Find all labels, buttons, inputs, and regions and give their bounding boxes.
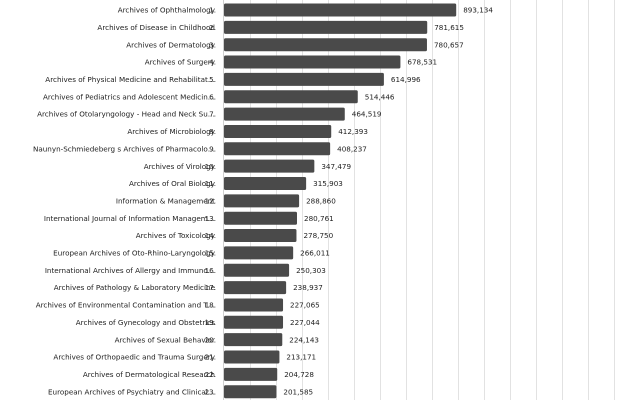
value-label: 408,237 bbox=[337, 144, 367, 153]
rank-label: 20. bbox=[205, 335, 216, 344]
rank-label: 1. bbox=[209, 6, 216, 15]
category-label: Archives of Otolaryngology - Head and Ne… bbox=[37, 110, 215, 119]
rank-label: 12. bbox=[205, 196, 216, 205]
bar bbox=[224, 90, 358, 104]
category-label: European Archives of Oto-Rhino-Laryngolo… bbox=[53, 249, 216, 258]
bar bbox=[224, 72, 384, 86]
bar bbox=[224, 177, 307, 190]
category-label: Archives of Toxicology bbox=[136, 231, 216, 240]
bar bbox=[224, 55, 401, 69]
bar bbox=[224, 350, 280, 364]
category-label: Archives of Surgery bbox=[145, 58, 216, 67]
bar bbox=[224, 367, 278, 381]
value-label: 514,446 bbox=[365, 92, 395, 101]
bar bbox=[224, 211, 297, 225]
value-label: 250,303 bbox=[296, 266, 326, 275]
bar bbox=[224, 142, 331, 156]
rank-label: 9. bbox=[209, 144, 216, 153]
rank-label: 7. bbox=[209, 110, 216, 119]
category-label: Archives of Virology bbox=[144, 162, 216, 171]
rank-label: 5. bbox=[209, 75, 216, 84]
bar bbox=[224, 38, 427, 52]
category-label: Archives of Disease in Childhood bbox=[97, 23, 215, 32]
bar bbox=[224, 298, 284, 312]
bar bbox=[224, 315, 284, 329]
category-label: International Archives of Allergy and Im… bbox=[45, 266, 215, 275]
rank-label: 16. bbox=[205, 266, 216, 275]
category-label: Archives of Gynecology and Obstetrics bbox=[76, 318, 216, 327]
rank-label: 15. bbox=[205, 249, 216, 258]
bar bbox=[224, 263, 290, 277]
rank-label: 3. bbox=[209, 40, 216, 49]
value-label: 347,479 bbox=[321, 162, 351, 171]
category-label: Archives of Environmental Contamination … bbox=[36, 301, 215, 310]
category-label: Archives of Sexual Behavior bbox=[115, 335, 215, 344]
rank-label: 21. bbox=[205, 353, 216, 362]
bar bbox=[224, 3, 457, 17]
category-label: Information & Management bbox=[116, 196, 215, 205]
category-label: International Journal of Information Man… bbox=[44, 214, 215, 223]
category-label: Archives of Pediatrics and Adolescent Me… bbox=[43, 92, 215, 101]
category-label: Naunyn-Schmiedeberg s Archives of Pharma… bbox=[33, 144, 215, 153]
value-label: 227,065 bbox=[290, 301, 320, 310]
rank-label: 17. bbox=[205, 283, 216, 292]
value-label: 278,750 bbox=[303, 231, 333, 240]
rank-label: 8. bbox=[209, 127, 216, 136]
bar bbox=[224, 194, 300, 208]
rank-label: 10. bbox=[205, 162, 216, 171]
bar bbox=[224, 229, 297, 243]
category-label: Archives of Oral Biology bbox=[129, 179, 216, 188]
category-label: Archives of Pathology & Laboratory Medic… bbox=[54, 283, 216, 292]
value-label: 464,519 bbox=[352, 110, 382, 119]
bar bbox=[224, 333, 283, 347]
category-label: Archives of Dermatology bbox=[126, 40, 215, 49]
rank-label: 13. bbox=[205, 214, 216, 223]
rank-label: 2. bbox=[209, 23, 216, 32]
category-label: Archives of Physical Medicine and Rehabi… bbox=[45, 75, 215, 84]
category-label: Archives of Dermatological Research bbox=[83, 370, 215, 379]
value-label: 678,531 bbox=[407, 58, 437, 67]
rank-label: 11. bbox=[205, 179, 216, 188]
rank-label: 22. bbox=[205, 370, 216, 379]
rank-label: 4. bbox=[209, 58, 216, 67]
value-label: 204,728 bbox=[284, 370, 314, 379]
value-label: 288,860 bbox=[306, 196, 336, 205]
value-label: 614,996 bbox=[391, 75, 421, 84]
bar bbox=[224, 246, 294, 260]
bar bbox=[224, 20, 428, 34]
value-label: 780,657 bbox=[434, 40, 464, 49]
rank-label: 14. bbox=[205, 231, 216, 240]
value-label: 781,615 bbox=[434, 23, 464, 32]
bar bbox=[224, 107, 345, 121]
bar bbox=[224, 124, 332, 138]
bar bbox=[224, 159, 315, 173]
bars bbox=[224, 3, 457, 399]
bar bbox=[224, 385, 277, 399]
value-label: 280,761 bbox=[304, 214, 334, 223]
category-label: European Archives of Psychiatry and Clin… bbox=[48, 387, 215, 396]
value-label: 227,044 bbox=[290, 318, 320, 327]
value-label: 266,011 bbox=[300, 249, 330, 258]
value-labels: 893,134 781,615 780,657 678,531 614,996 514,4… bbox=[283, 6, 493, 397]
value-label: 201,585 bbox=[283, 387, 313, 396]
category-label: Archives of Orthopaedic and Trauma Surge… bbox=[53, 353, 215, 362]
rank-label: 18. bbox=[205, 301, 216, 310]
value-label: 213,171 bbox=[286, 353, 316, 362]
bar bbox=[224, 281, 287, 295]
category-label: Archives of Microbiology bbox=[127, 127, 215, 136]
value-label: 412,393 bbox=[338, 127, 368, 136]
value-label: 893,134 bbox=[463, 6, 493, 15]
rank-label: 19. bbox=[205, 318, 216, 327]
value-label: 224,143 bbox=[289, 335, 319, 344]
value-label: 238,937 bbox=[293, 283, 323, 292]
rank-label: 23. bbox=[205, 387, 216, 396]
rank-label: 6. bbox=[209, 92, 216, 101]
category-label: Archives of Ophthalmology bbox=[118, 6, 216, 15]
value-label: 315,903 bbox=[313, 179, 343, 188]
